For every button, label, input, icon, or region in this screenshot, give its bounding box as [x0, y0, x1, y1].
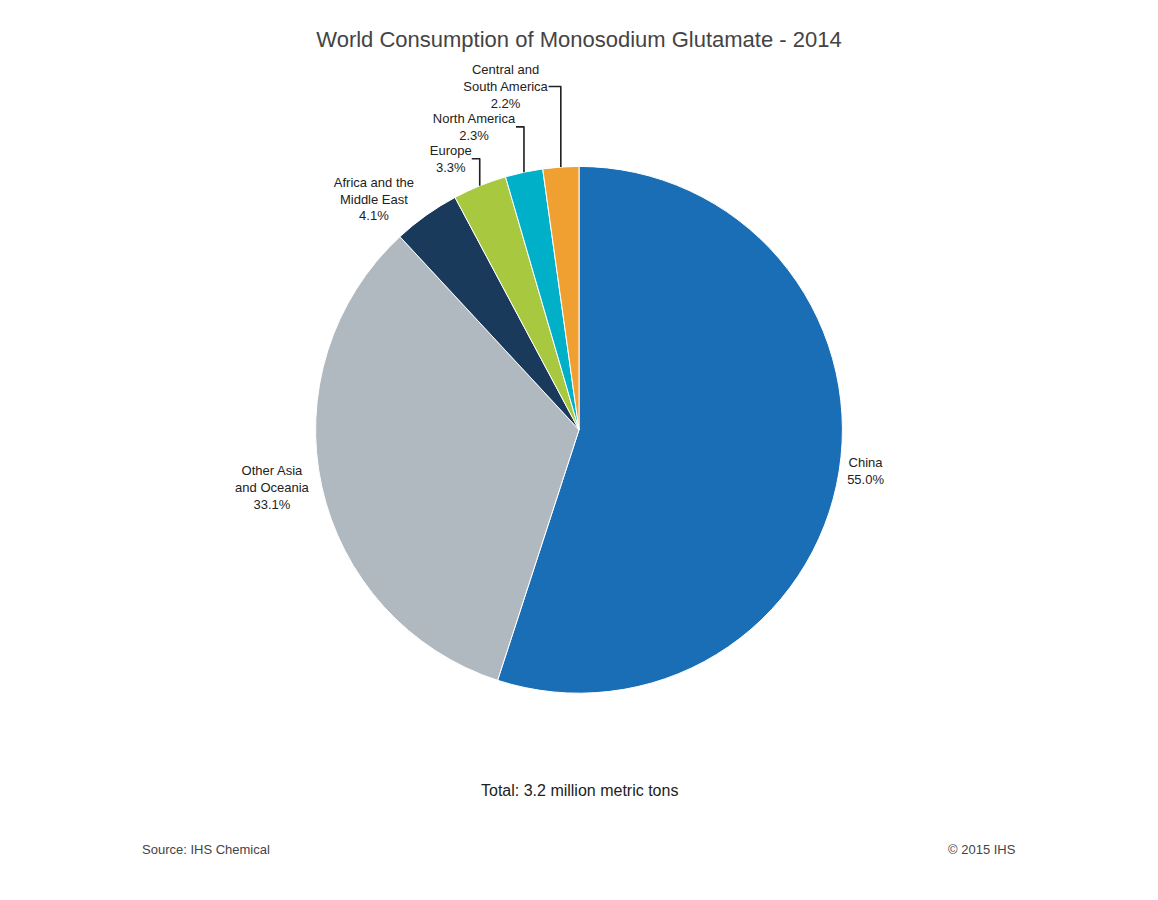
- svg-text:© 2015 IHS: © 2015 IHS: [948, 842, 1016, 857]
- svg-text:Africa and theMiddle East4.1%: Africa and theMiddle East4.1%: [334, 175, 414, 224]
- svg-text:Total: 3.2 million metric tons: Total: 3.2 million metric tons: [481, 782, 678, 799]
- svg-text:World Consumption of Monosodiu: World Consumption of Monosodium Glutamat…: [316, 27, 841, 52]
- svg-text:Source: IHS Chemical: Source: IHS Chemical: [142, 842, 270, 857]
- svg-text:North America2.3%: North America2.3%: [433, 111, 516, 143]
- svg-text:Other Asiaand Oceania33.1%: Other Asiaand Oceania33.1%: [235, 463, 309, 512]
- svg-text:Europe3.3%: Europe3.3%: [430, 143, 472, 175]
- svg-text:China55.0%: China55.0%: [847, 455, 884, 487]
- svg-text:Central andSouth America2.2%: Central andSouth America2.2%: [463, 62, 548, 111]
